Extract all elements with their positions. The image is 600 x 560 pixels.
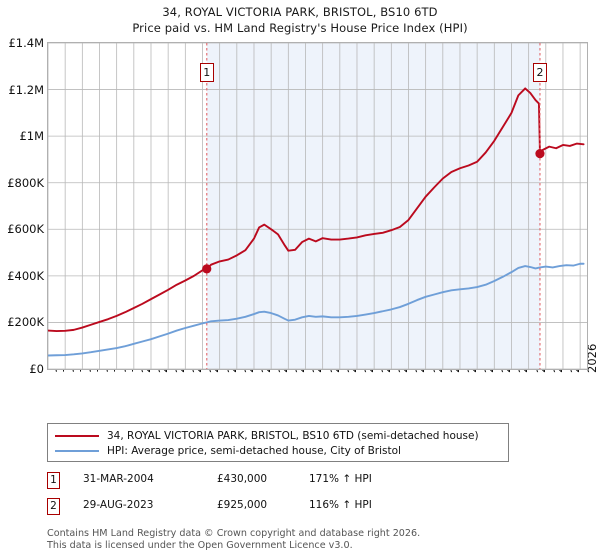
y-axis-tick-label: £1M <box>19 129 44 144</box>
chart-legend: 34, ROYAL VICTORIA PARK, BRISTOL, BS10 6… <box>47 423 509 462</box>
sale-hpi-delta: 116% ↑ HPI <box>309 499 372 511</box>
y-axis-tick-label: £1.2M <box>8 82 44 97</box>
y-axis-tick-label: £600K <box>7 222 44 237</box>
page-subtitle: Price paid vs. HM Land Registry's House … <box>132 21 468 35</box>
attribution-line-2: This data is licensed under the Open Gov… <box>47 539 353 551</box>
sale-date: 29-AUG-2023 <box>83 499 154 511</box>
y-axis-tick-label: £1.4M <box>8 36 44 50</box>
legend-swatch-price-paid <box>55 434 99 437</box>
sales-table: 1 31-MAR-2004 £430,000 171% ↑ HPI 2 29-A… <box>47 471 517 523</box>
chart-title-block: 34, ROYAL VICTORIA PARK, BRISTOL, BS10 6… <box>0 0 600 36</box>
table-row[interactable]: 1 31-MAR-2004 £430,000 171% ↑ HPI <box>47 471 517 497</box>
sale-index-badge: 2 <box>47 498 60 515</box>
y-axis-labels: £0 £200K £400K £600K £800K £1M £1.2M £1.4M <box>0 0 47 400</box>
chart-canvas <box>48 43 587 369</box>
legend-swatch-hpi <box>55 449 99 452</box>
sale-price: £430,000 <box>217 473 268 485</box>
sale-marker-2[interactable]: 2 <box>532 63 547 82</box>
page-title: 34, ROYAL VICTORIA PARK, BRISTOL, BS10 6… <box>162 5 438 19</box>
price-history-chart: £0£200K£400K£600K£800K£1M£1.2M£1.4M 1995… <box>0 0 599 400</box>
sale-date: 31-MAR-2004 <box>83 473 154 485</box>
legend-item-hpi: HPI: Average price, semi-detached house,… <box>55 443 501 458</box>
y-axis-tick-label: £0 <box>29 362 44 376</box>
y-axis-tick-label: £200K <box>7 315 44 330</box>
sale-hpi-delta: 171% ↑ HPI <box>309 473 372 485</box>
y-axis-tick-label: £800K <box>7 175 44 190</box>
legend-label-price-paid: 34, ROYAL VICTORIA PARK, BRISTOL, BS10 6… <box>107 429 479 442</box>
legend-item-price-paid: 34, ROYAL VICTORIA PARK, BRISTOL, BS10 6… <box>55 428 501 443</box>
y-axis-tick-label: £400K <box>7 268 44 283</box>
sale-index-badge: 1 <box>47 472 60 489</box>
legend-label-hpi: HPI: Average price, semi-detached house,… <box>107 444 401 457</box>
attribution-line-1: Contains HM Land Registry data © Crown c… <box>47 528 421 539</box>
sale-marker-1[interactable]: 1 <box>199 63 214 82</box>
sale-price: £925,000 <box>217 499 268 511</box>
table-row[interactable]: 2 29-AUG-2023 £925,000 116% ↑ HPI <box>47 497 517 523</box>
attribution-footer: Contains HM Land Registry data © Crown c… <box>47 528 587 551</box>
plot-area <box>47 42 588 370</box>
